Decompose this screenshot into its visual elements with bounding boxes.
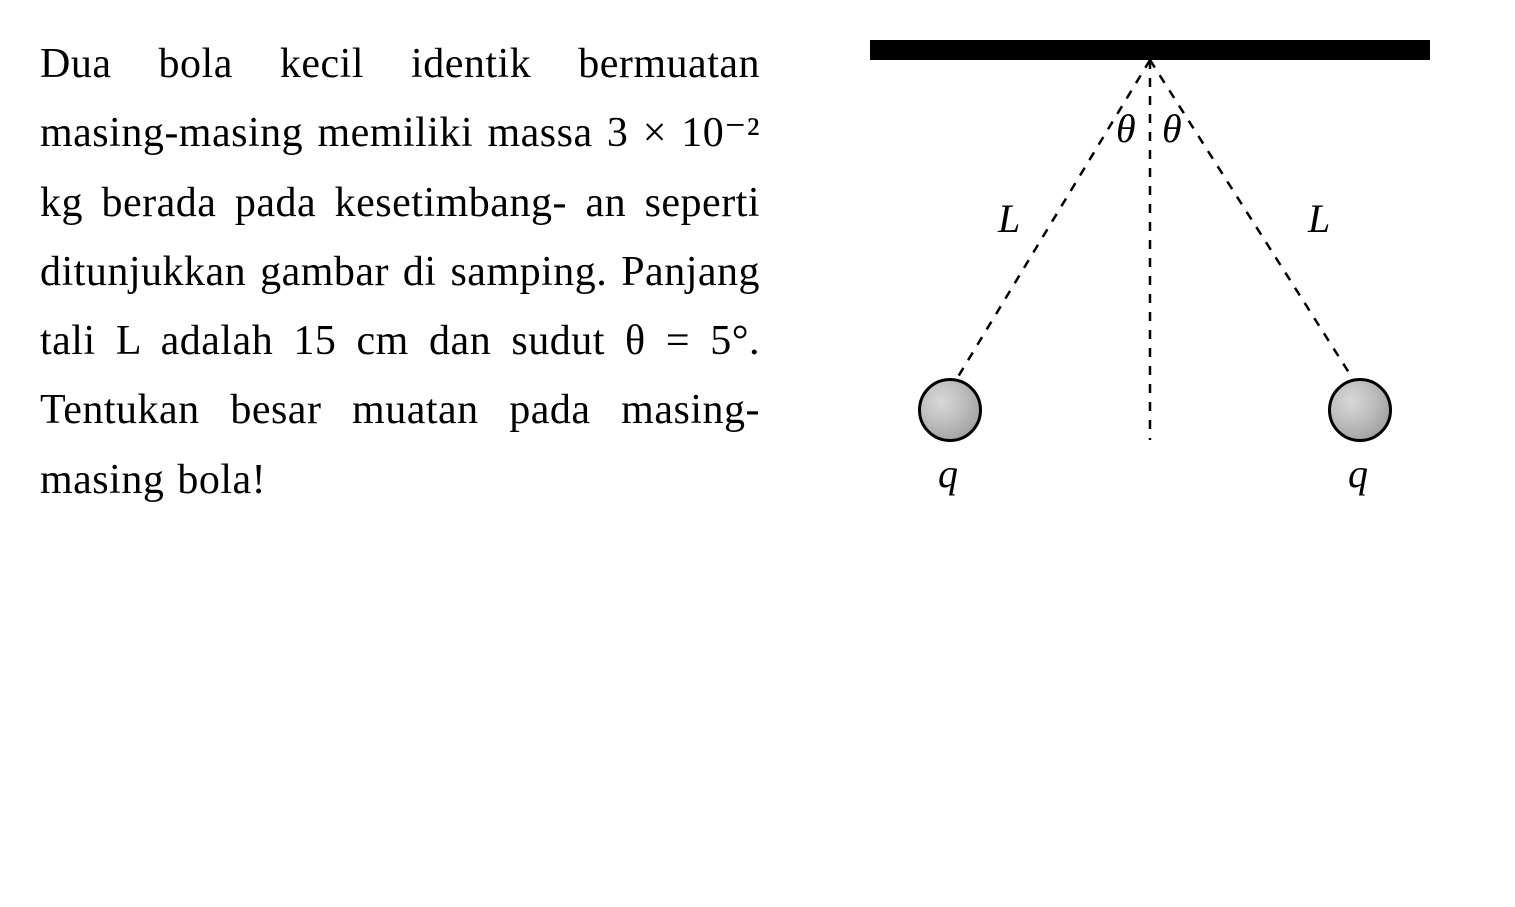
q-left-label: q xyxy=(938,450,958,497)
text-line-6: gambar di samping. xyxy=(260,249,607,295)
text-line-10: masing bola! xyxy=(40,457,266,503)
problem-paragraph: Dua bola kecil identik bermuatan masing-… xyxy=(40,30,760,515)
diagram-svg xyxy=(820,60,1480,540)
ball-right xyxy=(1328,378,1392,442)
text-line-9: besar muatan pada masing- xyxy=(230,387,760,433)
L-left-label: L xyxy=(998,195,1020,242)
text-line-1: Dua bola kecil identik xyxy=(40,41,531,87)
theta-right-label: θ xyxy=(1162,105,1182,152)
q-right-label: q xyxy=(1348,450,1368,497)
problem-text-column: Dua bola kecil identik bermuatan masing-… xyxy=(40,30,760,515)
ball-left xyxy=(918,378,982,442)
pendulum-diagram: θ θ L L q q xyxy=(820,40,1475,540)
theta-left-label: θ xyxy=(1116,105,1136,152)
L-right-label: L xyxy=(1308,195,1330,242)
ceiling-bar xyxy=(870,40,1430,60)
text-line-4: berada pada kesetimbang- xyxy=(102,180,567,226)
